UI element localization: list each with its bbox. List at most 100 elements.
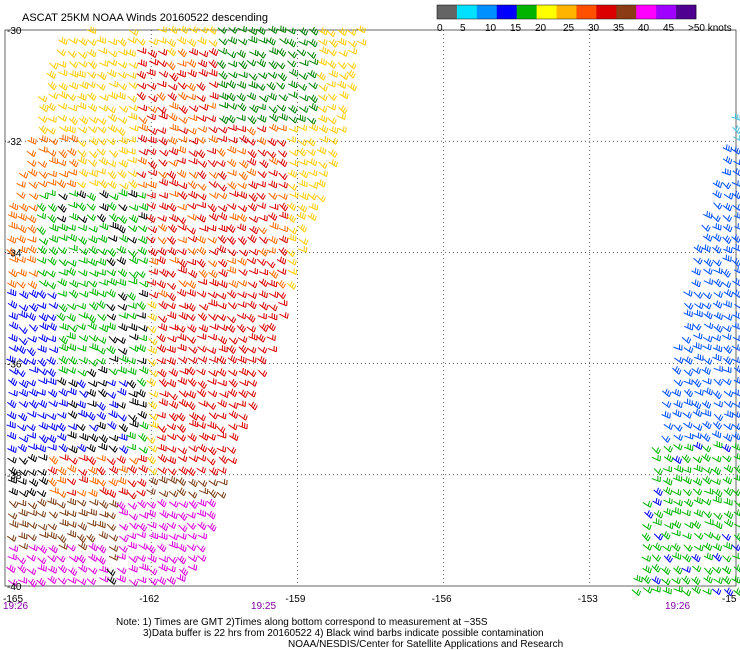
wind-barb-flag <box>251 181 254 187</box>
wind-barb-flag <box>195 193 198 199</box>
wind-barb-flag <box>111 524 115 530</box>
wind-barb-flag <box>171 237 175 243</box>
wind-barb <box>287 183 296 191</box>
wind-barb <box>167 468 175 476</box>
wind-barb-flag <box>142 412 145 418</box>
wind-barb <box>326 105 336 111</box>
wind-barb-flag <box>292 227 296 233</box>
wind-barb-flag <box>42 171 47 177</box>
wind-barb-flag <box>123 446 127 452</box>
wind-barb-flag <box>183 467 186 473</box>
wind-barb-flag <box>182 192 186 198</box>
wind-barb <box>77 445 85 453</box>
wind-barb <box>149 423 158 429</box>
wind-barb <box>148 568 156 576</box>
wind-barb-flag <box>180 325 184 331</box>
wind-barb-flag <box>55 459 59 465</box>
wind-barb <box>187 272 196 279</box>
wind-barb <box>238 370 248 376</box>
wind-barb-flag <box>340 105 345 111</box>
wind-barb-flag <box>120 215 124 221</box>
wind-barb-flag <box>136 334 139 341</box>
wind-barb-flag <box>31 388 34 394</box>
wind-barb-flag <box>176 502 179 508</box>
wind-barb-flag <box>62 279 65 285</box>
wind-barb-flag <box>321 114 323 121</box>
wind-barb-flag <box>161 268 165 274</box>
wind-barb-flag <box>154 107 158 113</box>
wind-barb <box>136 302 144 310</box>
wind-barb-flag <box>251 104 255 110</box>
wind-barb-flag <box>12 301 16 308</box>
wind-barb-flag <box>292 252 296 257</box>
wind-barb-flag <box>25 271 27 277</box>
wind-barb-flag <box>80 443 83 449</box>
wind-barb-flag <box>159 256 162 262</box>
wind-barb-flag <box>315 170 318 177</box>
wind-barb-flag <box>20 268 23 275</box>
wind-barb-flag <box>215 272 218 278</box>
wind-barb-flag <box>12 579 16 585</box>
wind-barb <box>147 148 155 156</box>
wind-barb-flag <box>114 424 117 430</box>
wind-barb <box>146 436 153 444</box>
wind-barb-flag <box>265 251 268 257</box>
wind-barb <box>67 578 76 584</box>
wind-barb <box>286 28 295 35</box>
wind-barb-flag <box>169 38 173 44</box>
wind-barb-flag <box>736 127 740 133</box>
wind-barb-flag <box>90 413 94 419</box>
wind-barb <box>208 302 217 307</box>
wind-barb <box>217 27 225 34</box>
wind-barb <box>86 82 95 89</box>
wind-barb <box>58 193 66 201</box>
wind-barb <box>136 83 146 90</box>
wind-barb <box>722 236 730 245</box>
wind-barb-flag <box>154 340 158 346</box>
wind-barb-flag <box>150 546 155 552</box>
wind-barb-flag <box>252 225 255 231</box>
wind-barb-flag <box>243 161 247 167</box>
wind-barb <box>177 82 185 90</box>
wind-barb-flag <box>101 422 104 429</box>
wind-barb <box>256 83 264 91</box>
wind-barb-flag <box>52 523 56 529</box>
wind-barb <box>99 206 108 212</box>
wind-barb-flag <box>253 392 257 398</box>
wind-barb-flag <box>134 533 137 539</box>
wind-barb-flag <box>310 158 313 164</box>
wind-barb <box>237 237 245 245</box>
wind-barb <box>336 115 345 121</box>
wind-barb-flag <box>146 368 149 374</box>
wind-barb <box>98 445 107 451</box>
wind-barb <box>158 401 168 407</box>
wind-barb-flag <box>728 290 732 296</box>
wind-barb-flag <box>143 491 146 497</box>
wind-barb <box>18 304 27 312</box>
wind-barb-flag <box>81 381 85 387</box>
wind-barb-flag <box>326 171 328 177</box>
wind-barb <box>148 293 158 299</box>
wind-barb-flag <box>142 117 146 123</box>
wind-barb-flag <box>96 171 98 177</box>
wind-barb-flag <box>698 246 702 252</box>
wind-barb-flag <box>336 128 339 134</box>
wind-barb-flag <box>293 284 297 290</box>
wind-barb <box>136 490 145 497</box>
wind-barb-flag <box>42 302 45 308</box>
wind-barb <box>217 381 227 387</box>
wind-barb-flag <box>120 38 124 43</box>
wind-barb-flag <box>63 543 66 549</box>
wind-barb-flag <box>63 207 67 213</box>
wind-barb-flag <box>163 476 166 483</box>
wind-barb-flag <box>215 173 219 179</box>
wind-barb <box>67 261 76 267</box>
wind-barb-flag <box>283 204 287 210</box>
wind-barb-flag <box>85 250 89 255</box>
wind-barb-flag <box>251 370 255 376</box>
wind-barb <box>127 225 136 233</box>
wind-barb-flag <box>173 174 177 180</box>
wind-barb-flag <box>342 38 345 45</box>
wind-barb-flag <box>699 293 703 299</box>
wind-barb-flag <box>291 203 295 209</box>
